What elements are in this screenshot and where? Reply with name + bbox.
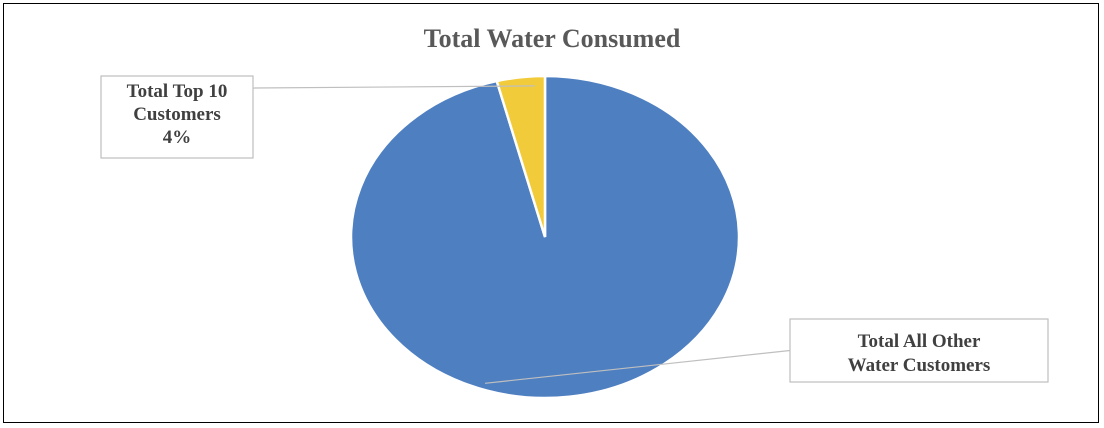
data-label-box-0 (789, 318, 1049, 383)
data-label-text-1: Total Top 10 (127, 81, 228, 102)
data-label-value-1: 4% (163, 127, 192, 148)
chart-title: Total Water Consumed (423, 24, 681, 53)
data-label-box-1 (100, 75, 254, 159)
data-label-text-0: Total All Other (858, 331, 981, 352)
leader-line-0 (484, 349, 791, 384)
leader-line-1 (252, 85, 535, 89)
pie-chart: Total All Other Water Customers Total Top … (100, 74, 1049, 400)
data-label-text-0: Water Customers (848, 355, 991, 376)
data-label-text-1: Customers (133, 104, 221, 125)
chart-frame: Total Water Consumed Total All Other Wate… (3, 3, 1099, 423)
pie-slice-1 (495, 74, 547, 238)
